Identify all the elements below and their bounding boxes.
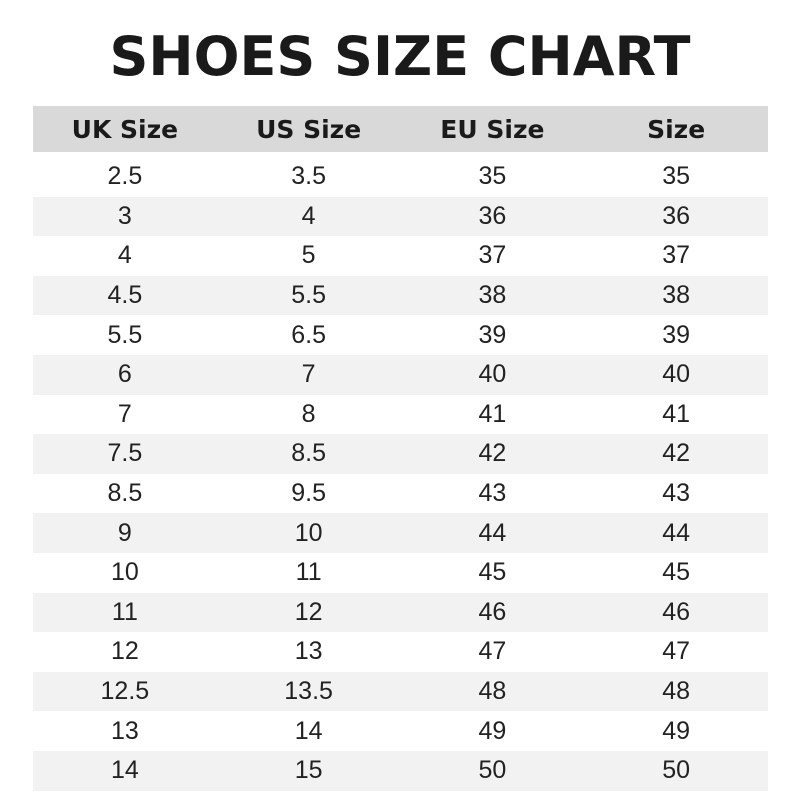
cell-eu-size: 50 [478,756,507,785]
cell-us-size: 6.5 [291,320,326,349]
table-row: 4 5 37 37 [33,236,768,276]
cell-us-size: 15 [294,756,323,785]
cell-size: 42 [662,439,691,468]
table-row: 10 11 45 45 [33,553,768,593]
cell-us-size: 12 [294,597,323,626]
cell-size: 40 [662,360,691,389]
cell-size: 46 [662,597,691,626]
header-us-size: US Size [256,114,362,144]
table-row: 9 10 44 44 [33,513,768,553]
cell-uk-size: 3 [117,201,132,230]
table-row: 11 12 46 46 [33,592,768,633]
cell-eu-size: 37 [478,241,507,270]
cell-size: 48 [662,677,691,706]
table-row: 13 14 49 49 [33,711,768,751]
cell-size: 37 [662,241,691,270]
header-uk-size: UK Size [71,114,179,144]
header-size: Size [647,114,706,144]
table-row: 3 4 36 36 [33,196,768,237]
header-eu-size: EU Size [440,114,545,144]
cell-us-size: 4 [301,201,316,230]
cell-uk-size: 4 [117,241,132,270]
cell-us-size: 11 [295,558,322,587]
table-row: 4.5 5.5 38 38 [33,275,768,316]
cell-uk-size: 12.5 [100,677,150,706]
table-row: 7 8 41 41 [33,395,768,435]
cell-uk-size: 5.5 [107,320,143,349]
cell-size: 35 [662,162,691,191]
cell-size: 41 [662,399,691,428]
cell-uk-size: 7 [117,399,132,428]
cell-us-size: 5.5 [291,281,326,310]
cell-eu-size: 44 [478,518,507,547]
cell-us-size: 8.5 [291,439,326,468]
size-chart-table: UK Size US Size EU Size Size 2.5 3.5 35 35 3… [33,106,768,791]
cell-us-size: 5 [301,241,316,270]
cell-uk-size: 9 [117,518,132,547]
cell-eu-size: 35 [478,162,507,191]
cell-eu-size: 38 [478,281,507,310]
cell-eu-size: 40 [478,360,507,389]
cell-uk-size: 2.5 [107,162,143,191]
cell-uk-size: 6 [117,360,132,389]
cell-uk-size: 12 [110,637,139,666]
cell-eu-size: 39 [478,320,507,349]
table-row: 12 13 47 47 [33,632,768,672]
cell-eu-size: 49 [478,716,507,745]
table-row: 2.5 3.5 35 35 [33,157,768,197]
table-row: 12.5 13.5 48 48 [33,671,768,712]
page-title: SHOES SIZE CHART [109,25,691,88]
cell-uk-size: 8.5 [107,479,143,508]
cell-eu-size: 45 [478,558,507,587]
cell-size: 47 [662,637,691,666]
cell-us-size: 8 [301,399,316,428]
cell-us-size: 13.5 [284,677,333,706]
cell-uk-size: 4.5 [107,281,143,310]
cell-us-size: 3.5 [291,162,326,191]
cell-size: 49 [662,716,691,745]
cell-eu-size: 46 [478,597,507,626]
cell-size: 44 [662,518,691,547]
cell-size: 45 [662,558,691,587]
cell-eu-size: 36 [478,201,507,230]
table-body: 2.5 3.5 35 35 3 4 36 36 4 5 37 37 4.5 5.5 38 38 5.5 6.5 39… [33,157,768,791]
cell-size: 36 [662,201,691,230]
cell-eu-size: 43 [478,479,507,508]
cell-size: 43 [662,479,691,508]
cell-us-size: 7 [301,360,316,389]
cell-us-size: 9.5 [291,479,326,508]
cell-uk-size: 7.5 [107,439,143,468]
cell-uk-size: 10 [110,558,139,587]
table-row: 5.5 6.5 39 39 [33,315,768,355]
cell-us-size: 10 [294,518,323,547]
cell-us-size: 14 [294,716,323,745]
cell-size: 50 [662,756,691,785]
cell-eu-size: 41 [478,399,507,428]
cell-uk-size: 13 [110,716,139,745]
table-header: UK Size US Size EU Size Size [33,106,768,152]
table-row: 6 7 40 40 [33,354,768,395]
cell-size: 38 [662,281,691,310]
table-row: 14 15 50 50 [33,750,768,791]
cell-eu-size: 47 [478,637,507,666]
cell-size: 39 [662,320,691,349]
cell-eu-size: 48 [478,677,507,706]
cell-eu-size: 42 [478,439,507,468]
table-row: 7.5 8.5 42 42 [33,434,768,474]
cell-us-size: 13 [294,637,323,666]
cell-uk-size: 11 [111,597,138,626]
table-row: 8.5 9.5 43 43 [33,474,768,514]
cell-uk-size: 14 [110,756,139,785]
